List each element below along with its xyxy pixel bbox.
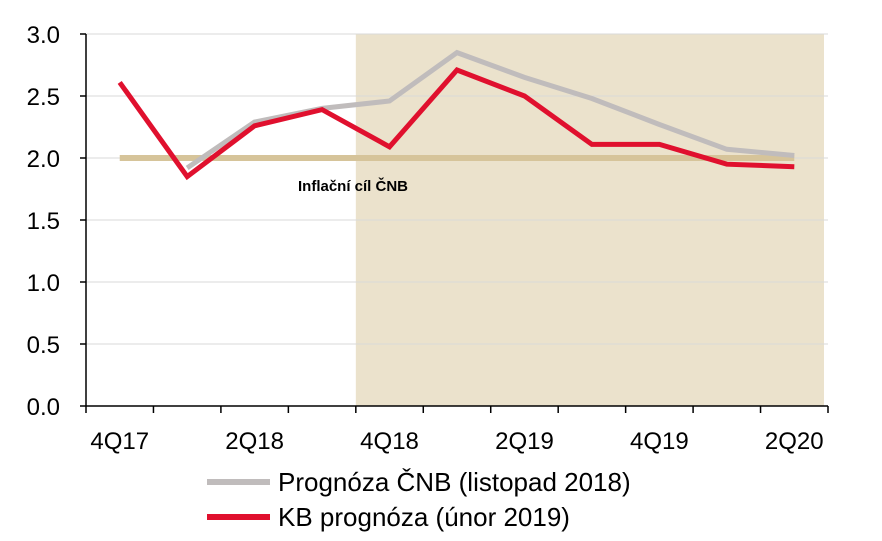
y-tick-label: 0.0 (27, 394, 60, 421)
x-tick-label: 2Q20 (765, 428, 824, 455)
y-tick-label: 1.5 (27, 208, 60, 235)
y-tick-label: 2.5 (27, 84, 60, 111)
x-tick-label: 4Q19 (630, 428, 689, 455)
y-tick-label: 2.0 (27, 146, 60, 173)
y-tick-label: 1.0 (27, 270, 60, 297)
x-tick-label: 2Q19 (495, 428, 554, 455)
legend: Prognóza ČNB (listopad 2018) KB prognóza … (207, 467, 631, 532)
y-tick-labels: 0.0 0.5 1.0 1.5 2.0 2.5 3.0 (27, 22, 60, 421)
series-lines (117, 49, 795, 181)
y-tick-label: 0.5 (27, 332, 60, 359)
axes (80, 33, 829, 413)
inflation-target-label: Inflační cíl ČNB (298, 177, 408, 195)
x-tick-label: 2Q18 (225, 428, 284, 455)
x-tick-labels: 4Q17 2Q18 4Q18 2Q19 4Q19 2Q20 (90, 428, 823, 455)
legend-label-2: KB prognóza (únor 2019) (278, 502, 570, 532)
legend-label-1: Prognóza ČNB (listopad 2018) (278, 467, 631, 497)
x-tick-label: 4Q17 (90, 428, 149, 455)
y-tick-label: 3.0 (27, 22, 60, 49)
x-tick-label: 4Q18 (360, 428, 419, 455)
